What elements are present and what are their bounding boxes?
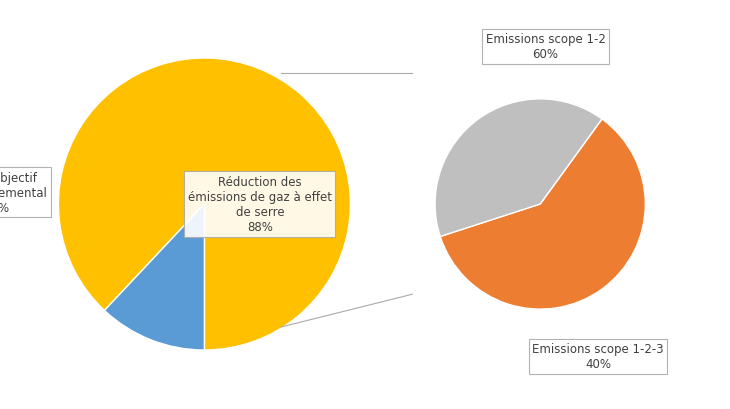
Wedge shape bbox=[440, 120, 645, 309]
Text: Emissions scope 1-2
60%: Emissions scope 1-2 60% bbox=[485, 33, 605, 61]
Text: Emissions scope 1-2-3
40%: Emissions scope 1-2-3 40% bbox=[532, 343, 664, 371]
Text: Autre objectif
environnemental
12%: Autre objectif environnemental 12% bbox=[0, 171, 47, 214]
Wedge shape bbox=[58, 59, 350, 350]
Wedge shape bbox=[104, 204, 204, 350]
Wedge shape bbox=[435, 100, 602, 237]
Text: Réduction des
émissions de gaz à effet
de serre
88%: Réduction des émissions de gaz à effet d… bbox=[188, 175, 332, 234]
